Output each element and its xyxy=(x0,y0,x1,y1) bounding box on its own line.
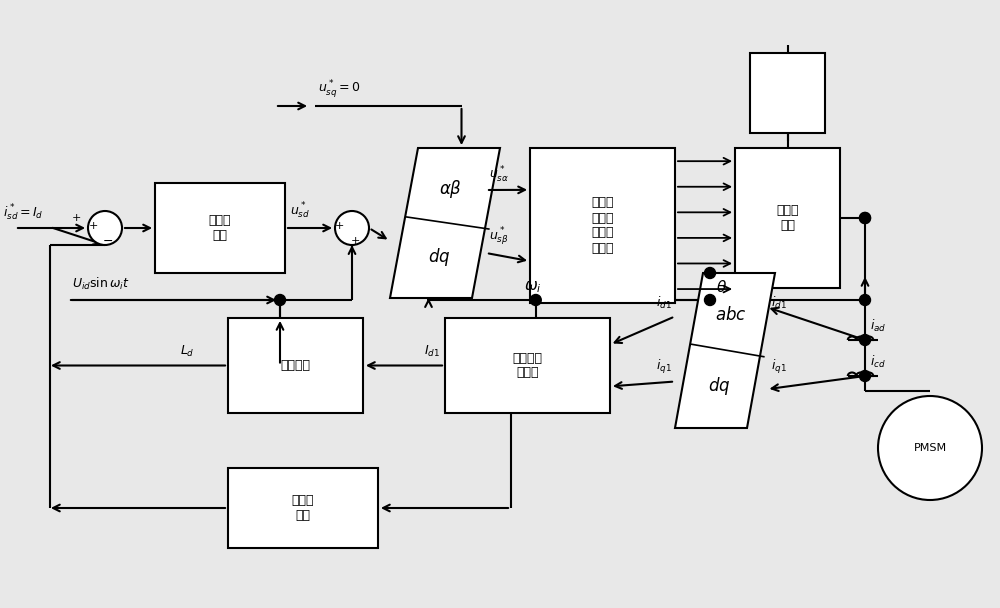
Text: $dq$: $dq$ xyxy=(428,246,451,269)
Text: $i^*_{sd}=I_d$: $i^*_{sd}=I_d$ xyxy=(3,202,44,223)
Text: $L_d$: $L_d$ xyxy=(180,344,195,359)
Bar xyxy=(228,318,363,413)
Circle shape xyxy=(530,294,541,305)
Circle shape xyxy=(860,370,870,381)
Text: $u^*_{sq}=0$: $u^*_{sq}=0$ xyxy=(318,78,361,100)
Text: +: + xyxy=(72,213,81,223)
Text: +: + xyxy=(88,221,98,231)
Circle shape xyxy=(335,211,369,245)
Text: 三相逆
变器: 三相逆 变器 xyxy=(776,204,799,232)
Circle shape xyxy=(704,294,716,305)
Circle shape xyxy=(704,268,716,278)
Bar xyxy=(735,148,840,288)
Circle shape xyxy=(860,294,870,305)
Text: $i_{q1}$: $i_{q1}$ xyxy=(771,359,787,376)
Text: $abc$: $abc$ xyxy=(715,306,746,324)
Text: $u^*_{s\beta}$: $u^*_{s\beta}$ xyxy=(489,226,509,248)
Polygon shape xyxy=(390,148,500,298)
Text: $\alpha\beta$: $\alpha\beta$ xyxy=(439,178,462,199)
Text: $u^*_{sd}$: $u^*_{sd}$ xyxy=(290,201,310,221)
Text: $i_{cd}$: $i_{cd}$ xyxy=(870,354,886,370)
Polygon shape xyxy=(675,273,775,428)
Text: 电感计算: 电感计算 xyxy=(280,359,310,372)
Circle shape xyxy=(860,213,870,224)
Text: 空间矢
量脉宽
调制计
算模块: 空间矢 量脉宽 调制计 算模块 xyxy=(591,196,614,255)
Bar xyxy=(530,148,675,303)
Bar xyxy=(445,318,610,413)
Circle shape xyxy=(860,334,870,345)
Bar xyxy=(750,53,825,133)
Text: −: − xyxy=(103,235,113,247)
Text: $i_{d1}$: $i_{d1}$ xyxy=(656,295,672,311)
Text: PMSM: PMSM xyxy=(913,443,947,453)
Text: $I_{d1}$: $I_{d1}$ xyxy=(424,344,440,359)
Text: $\omega_i$: $\omega_i$ xyxy=(524,279,541,295)
Bar xyxy=(155,183,285,273)
Text: $\theta$: $\theta$ xyxy=(716,279,727,295)
Text: +: + xyxy=(334,221,344,231)
Text: 低通滤
波器: 低通滤 波器 xyxy=(292,494,314,522)
Circle shape xyxy=(878,396,982,500)
Text: $U_{id}\sin\omega_i t$: $U_{id}\sin\omega_i t$ xyxy=(72,276,130,292)
Text: $dq$: $dq$ xyxy=(708,375,731,397)
Circle shape xyxy=(860,213,870,224)
Text: 电流调
节器: 电流调 节器 xyxy=(209,214,231,242)
Text: $i_{q1}$: $i_{q1}$ xyxy=(656,359,672,376)
Text: $i_{d1}$: $i_{d1}$ xyxy=(771,295,787,311)
Text: $i_{ad}$: $i_{ad}$ xyxy=(870,318,886,334)
Circle shape xyxy=(274,294,286,305)
Bar xyxy=(228,468,378,548)
Text: $u^*_{s\alpha}$: $u^*_{s\alpha}$ xyxy=(489,165,509,185)
Text: +: + xyxy=(350,236,360,246)
Circle shape xyxy=(88,211,122,245)
Text: 离散傅里
叶变换: 离散傅里 叶变换 xyxy=(512,351,542,379)
